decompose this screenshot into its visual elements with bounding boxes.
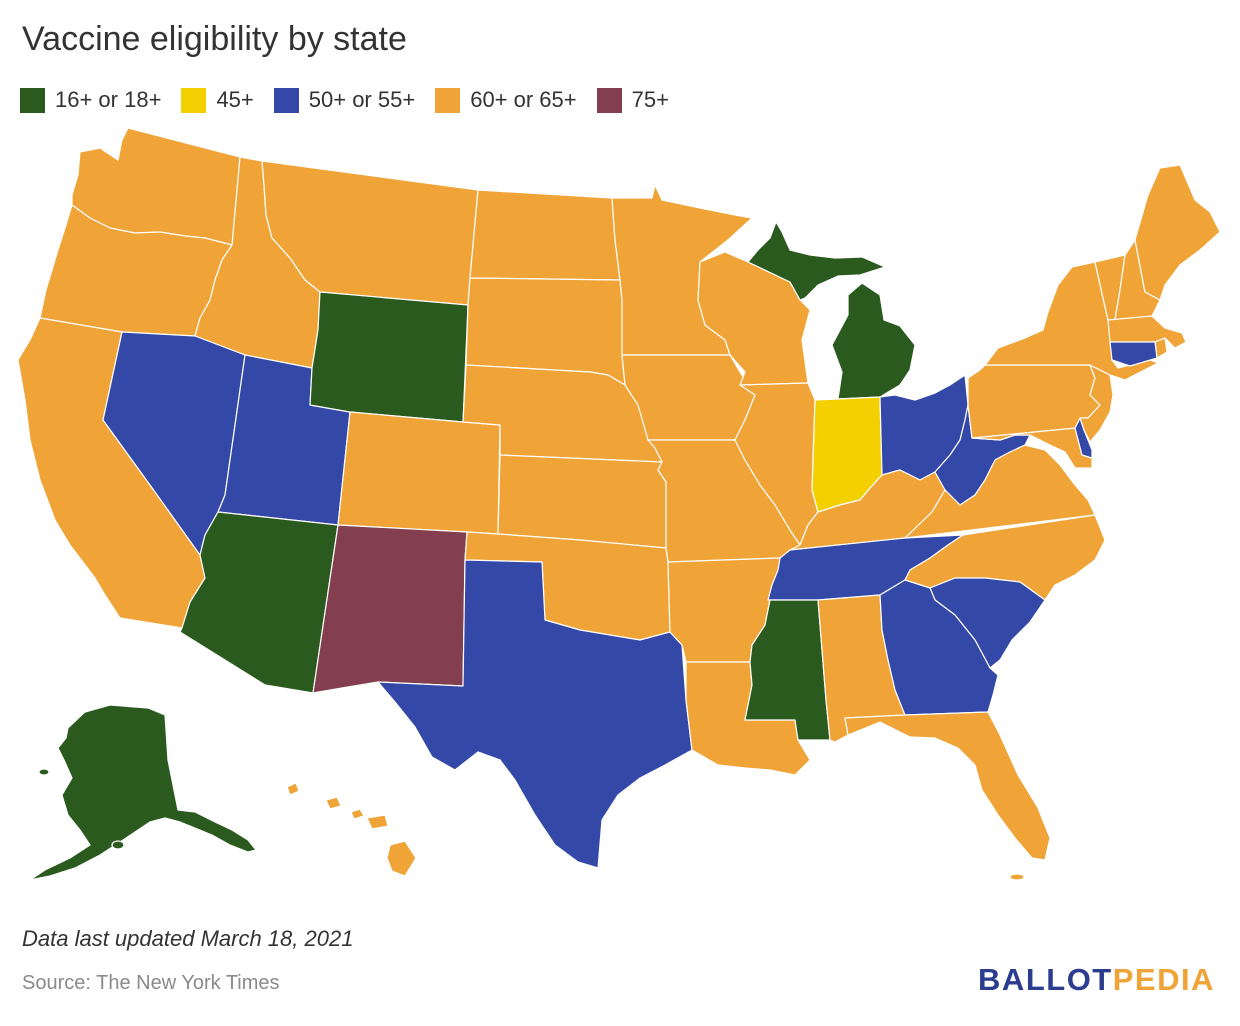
- legend-item: 75+: [596, 87, 669, 113]
- legend-swatch: [273, 87, 299, 113]
- legend-swatch: [596, 87, 622, 113]
- state-va: [904, 444, 1096, 539]
- state-hi-island: [286, 782, 300, 796]
- state-ak-mainland: [29, 704, 257, 881]
- legend-item: 45+: [181, 87, 254, 113]
- legend: 16+ or 18+ 45+ 50+ or 55+ 60+ or 65+ 75+: [20, 87, 689, 113]
- state-co: [337, 411, 501, 535]
- legend-swatch: [435, 87, 461, 113]
- state-tx: [377, 559, 693, 869]
- legend-label: 45+: [216, 87, 254, 112]
- state-hi-island: [325, 796, 342, 810]
- state-nj: [1079, 364, 1114, 443]
- state-mi: [747, 221, 916, 400]
- state-ks: [497, 454, 667, 549]
- state-ak-island: [111, 840, 125, 850]
- legend-label: 75+: [631, 87, 669, 112]
- legend-label: 60+ or 65+: [470, 87, 577, 112]
- state-nm: [312, 524, 468, 694]
- us-map: [17, 127, 1221, 881]
- state-ak-island: [38, 768, 50, 776]
- legend-item: 60+ or 65+: [435, 87, 577, 113]
- state-fl: [844, 711, 1051, 881]
- state-az: [179, 511, 339, 694]
- state-ga: [879, 579, 999, 716]
- ballotpedia-logo[interactable]: BALLOTPEDIA: [978, 962, 1215, 998]
- legend-label: 50+ or 55+: [308, 87, 416, 112]
- state-ct: [1109, 341, 1158, 367]
- state-ak: [29, 704, 257, 881]
- legend-label: 16+ or 18+: [55, 87, 162, 112]
- logo-part-2: PEDIA: [1112, 962, 1215, 997]
- legend-item: 50+ or 55+: [273, 87, 416, 113]
- state-fl-keys: [1009, 873, 1025, 881]
- state-nd: [469, 189, 621, 281]
- chart-title: Vaccine eligibility by state: [22, 20, 407, 58]
- source-note: Source: The New York Times: [22, 972, 280, 994]
- state-hi-island: [350, 808, 365, 820]
- legend-swatch: [181, 87, 207, 113]
- state-fl-mainland: [844, 711, 1051, 861]
- state-hi: [286, 782, 417, 877]
- legend-item: 16+ or 18+: [20, 87, 161, 113]
- state-hi-island: [366, 814, 389, 830]
- state-mi-lower: [831, 282, 916, 400]
- logo-part-1: BALLOT: [978, 962, 1113, 997]
- legend-swatch: [20, 87, 45, 113]
- data-updated-note: Data last updated March 18, 2021: [22, 926, 354, 951]
- state-mi-upper: [747, 221, 886, 301]
- state-hi-island: [386, 840, 417, 877]
- state-wy: [309, 291, 469, 423]
- state-me: [1134, 164, 1221, 301]
